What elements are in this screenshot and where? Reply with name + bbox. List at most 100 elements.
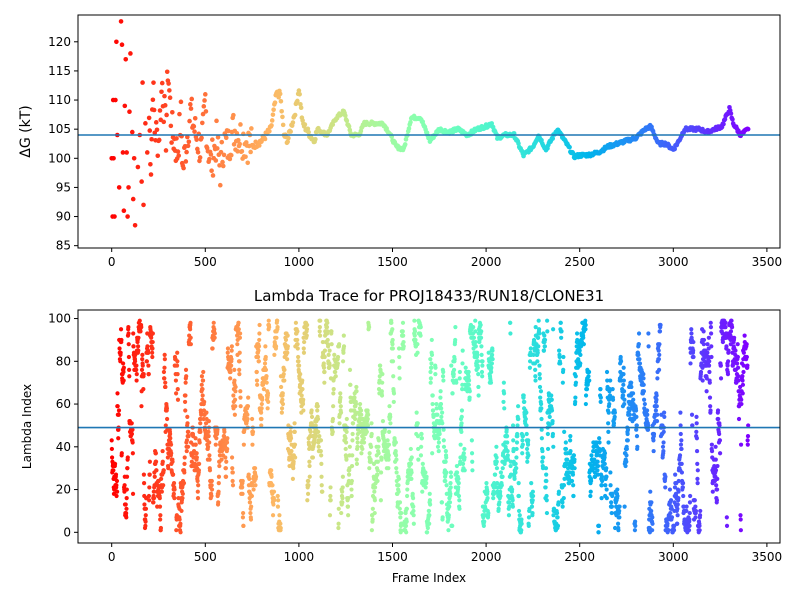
delta-g-point bbox=[119, 42, 125, 48]
lambda-point bbox=[740, 382, 746, 387]
lambda-point bbox=[688, 361, 693, 366]
delta-g-point bbox=[313, 136, 318, 142]
lambda-point bbox=[713, 457, 718, 462]
lambda-point bbox=[185, 414, 190, 419]
lambda-point bbox=[508, 459, 513, 464]
lambda-point bbox=[451, 367, 457, 372]
lambda-point bbox=[255, 382, 260, 387]
lambda-point bbox=[215, 427, 220, 432]
lambda-point bbox=[480, 363, 485, 368]
lambda-point bbox=[212, 335, 217, 340]
lambda-point bbox=[541, 348, 547, 353]
lambda-point bbox=[511, 446, 516, 452]
lambda-point bbox=[443, 478, 448, 484]
lambda-point bbox=[636, 331, 642, 336]
lambda-point bbox=[121, 378, 126, 383]
delta-g-point bbox=[267, 128, 272, 134]
lambda-point bbox=[724, 523, 730, 528]
lambda-point bbox=[404, 493, 410, 499]
lambda-point bbox=[170, 472, 176, 477]
lambda-point bbox=[460, 461, 466, 467]
lambda-point bbox=[708, 408, 713, 413]
lambda-point bbox=[741, 363, 746, 368]
lambda-point bbox=[687, 500, 693, 505]
lambda-point bbox=[649, 500, 654, 505]
lambda-point bbox=[459, 414, 464, 419]
lambda-point bbox=[309, 421, 314, 426]
lambda-point bbox=[573, 395, 578, 400]
lambda-point bbox=[339, 510, 344, 516]
delta-g-point bbox=[228, 152, 234, 158]
lambda-point bbox=[596, 523, 602, 528]
lambda-point bbox=[295, 337, 300, 343]
lambda-point bbox=[568, 434, 573, 439]
lambda-point bbox=[115, 489, 120, 494]
lambda-point bbox=[300, 401, 306, 407]
lambda-point bbox=[127, 374, 132, 379]
lambda-point bbox=[725, 372, 731, 377]
lambda-chart-title: Lambda Trace for PROJ18433/RUN18/CLONE31 bbox=[254, 287, 604, 305]
delta-g-point bbox=[183, 159, 189, 164]
lambda-point bbox=[505, 453, 510, 458]
lambda-point bbox=[622, 504, 627, 509]
lambda-point bbox=[602, 455, 607, 460]
lambda-point bbox=[429, 361, 434, 366]
lambda-point bbox=[600, 478, 605, 484]
delta-g-point bbox=[156, 137, 162, 143]
lambda-point bbox=[398, 530, 403, 535]
lambda-point bbox=[368, 459, 373, 464]
lambda-point bbox=[305, 491, 311, 496]
lambda-point bbox=[648, 489, 653, 494]
lambda-point bbox=[433, 372, 438, 377]
lambda-point bbox=[346, 472, 352, 477]
lambda-point bbox=[404, 530, 409, 535]
lambda-point bbox=[663, 485, 668, 490]
lambda-point bbox=[124, 515, 129, 520]
lambda-point bbox=[716, 416, 721, 422]
lambda-point bbox=[200, 386, 205, 392]
lambda-point bbox=[396, 483, 401, 488]
lambda-point bbox=[622, 397, 627, 402]
lambda-point bbox=[529, 504, 535, 509]
lambda-point bbox=[491, 491, 497, 496]
x-tick-label: 3000 bbox=[658, 550, 689, 564]
delta-g-point bbox=[343, 113, 348, 118]
lambda-point bbox=[717, 431, 722, 437]
lambda-point bbox=[710, 489, 715, 494]
lambda-point bbox=[625, 438, 630, 443]
lambda-point bbox=[686, 528, 692, 533]
lambda-point bbox=[393, 448, 398, 454]
lambda-point bbox=[418, 453, 424, 458]
lambda-point bbox=[134, 367, 139, 372]
lambda-point bbox=[745, 442, 750, 447]
lambda-point bbox=[467, 395, 472, 400]
lambda-point bbox=[746, 423, 751, 428]
x-tick-label: 2500 bbox=[564, 255, 595, 269]
delta-g-point bbox=[199, 135, 204, 141]
lambda-point bbox=[214, 436, 219, 441]
delta-g-point bbox=[567, 144, 572, 150]
lambda-point bbox=[168, 436, 173, 441]
lambda-point bbox=[604, 496, 609, 501]
lambda-point bbox=[573, 374, 578, 379]
lambda-point bbox=[706, 335, 711, 340]
delta-g-point bbox=[209, 168, 214, 174]
lambda-point bbox=[209, 493, 214, 499]
lambda-point bbox=[271, 489, 277, 494]
lambda-point bbox=[738, 513, 743, 518]
lambda-point bbox=[146, 372, 151, 377]
lambda-point bbox=[475, 365, 480, 370]
lambda-point bbox=[411, 504, 416, 509]
lambda-point bbox=[429, 352, 435, 357]
lambda-point bbox=[238, 389, 243, 394]
delta-g-point bbox=[214, 118, 219, 124]
lambda-point bbox=[257, 331, 262, 336]
lambda-point bbox=[355, 436, 360, 441]
lambda-point bbox=[307, 474, 312, 479]
lambda-point bbox=[658, 322, 663, 328]
lambda-point bbox=[319, 474, 324, 479]
lambda-point bbox=[291, 466, 296, 471]
lambda-point bbox=[510, 487, 515, 492]
lambda-point bbox=[162, 376, 167, 381]
lambda-point bbox=[115, 404, 120, 409]
